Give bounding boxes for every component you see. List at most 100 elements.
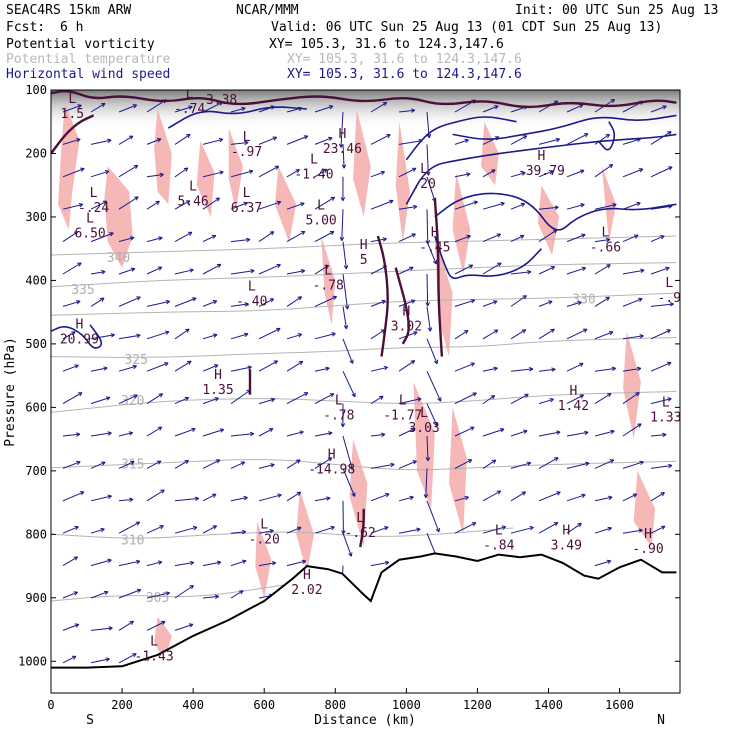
wind-vector-shaft	[482, 233, 501, 243]
wind-vector-shaft	[118, 560, 141, 567]
extremum-marker: H	[360, 238, 368, 253]
wind-vector-head	[188, 360, 192, 365]
wind-vector-head	[130, 237, 135, 241]
wind-vector-head	[271, 561, 276, 564]
wind-vector-shaft	[538, 138, 560, 145]
wind-vector-shaft	[258, 562, 276, 567]
wind-vector	[62, 262, 82, 275]
wind-speed-contour	[434, 235, 542, 280]
wind-vector-shaft	[538, 328, 555, 340]
wind-vector-shaft	[118, 164, 139, 178]
x-tick-label: 800	[324, 698, 346, 712]
wind-vector-shaft	[286, 431, 304, 437]
wind-vector-head	[129, 236, 135, 238]
wind-vector-shaft	[426, 338, 438, 364]
wind-vector-head	[157, 560, 163, 563]
wind-vector	[90, 200, 108, 210]
wind-vector-head	[581, 493, 586, 496]
wind-vector	[118, 164, 139, 178]
wind-vector-head	[277, 201, 282, 205]
wind-vector-head	[161, 489, 165, 494]
wind-vector-head	[471, 426, 475, 431]
wind-vector	[622, 460, 644, 469]
wind-vector-shaft	[454, 173, 471, 178]
wind-vector-shaft	[174, 459, 189, 469]
wind-vector	[90, 431, 112, 437]
wind-vector-head	[410, 266, 414, 271]
wind-vector-head	[137, 589, 142, 593]
wind-vector-head	[106, 658, 110, 662]
wind-vector-head	[195, 497, 199, 502]
wind-vector-shaft	[202, 197, 220, 210]
theta-contour	[51, 235, 677, 256]
wind-vector	[650, 302, 674, 307]
wind-vector	[482, 329, 499, 340]
wind-vector-head	[468, 459, 473, 464]
wind-vector-shaft	[90, 432, 112, 437]
wind-vector	[62, 655, 77, 664]
extremum-marker: L	[243, 130, 251, 145]
wind-vector-shaft	[314, 457, 333, 469]
wind-vector-head	[556, 138, 561, 143]
wind-vector-head	[165, 299, 170, 302]
wind-vector	[314, 431, 333, 437]
wind-vector-head	[528, 367, 534, 370]
wind-vector-head	[342, 423, 346, 428]
wind-vector-head	[380, 396, 384, 400]
wind-vector-head	[325, 366, 330, 369]
wind-vector	[454, 234, 471, 243]
wind-vector-head	[490, 395, 495, 397]
wind-vector	[258, 136, 277, 145]
wind-vector	[90, 527, 105, 534]
wind-vector-shaft	[202, 429, 224, 437]
wind-vector-head	[639, 335, 644, 339]
wind-vector	[202, 137, 224, 145]
wind-vector-head	[243, 497, 248, 501]
wind-vector	[314, 366, 330, 372]
wind-vector-head	[585, 133, 589, 138]
wind-vector-shaft	[566, 362, 584, 372]
extremum-value: 3.03	[408, 421, 439, 436]
wind-vector-shaft	[342, 273, 348, 310]
wind-vector-head	[636, 366, 642, 369]
field-wind-name: Horizontal wind speed	[6, 67, 171, 82]
pv-shaded-region	[353, 109, 371, 217]
wind-vector	[314, 168, 328, 178]
wind-vector-shaft	[118, 432, 133, 437]
wind-vector-head	[77, 461, 81, 466]
wind-vector	[118, 460, 135, 469]
wind-vector-head	[72, 331, 76, 336]
wind-vector	[314, 332, 336, 340]
wind-vector-shaft	[398, 167, 417, 178]
extremum-marker: L	[662, 395, 670, 410]
wind-vector	[62, 167, 85, 178]
wind-vector	[566, 203, 585, 210]
wind-vector-head	[213, 493, 217, 498]
wind-vector	[174, 360, 192, 372]
wind-vector	[202, 263, 222, 275]
wind-vector-shaft	[425, 468, 428, 498]
wind-vector	[90, 297, 105, 307]
wind-vector-head	[551, 367, 556, 370]
wind-vector-shaft	[258, 264, 281, 275]
wind-vector	[339, 209, 345, 241]
wind-vector-head	[108, 559, 112, 563]
wind-vector-shaft	[538, 457, 559, 469]
extremum-marker: H	[431, 225, 439, 240]
wind-vector-shaft	[622, 168, 644, 178]
wind-vector-head	[605, 133, 610, 136]
y-tick-label: 500	[25, 337, 47, 351]
wind-vector-shaft	[398, 109, 415, 113]
wind-vector-shaft	[510, 203, 525, 210]
wind-vector-shaft	[230, 461, 245, 469]
wind-vector-head	[351, 465, 354, 470]
wind-vector	[650, 492, 665, 502]
wind-vector-head	[74, 623, 79, 625]
wind-vector-shaft	[286, 333, 302, 340]
wind-vector-shaft	[622, 461, 644, 469]
wind-vector-head	[215, 364, 219, 369]
wind-vector	[650, 235, 665, 243]
wind-vector-head	[217, 459, 221, 464]
wind-vector-head	[277, 328, 281, 333]
wind-vector-head	[383, 365, 388, 368]
